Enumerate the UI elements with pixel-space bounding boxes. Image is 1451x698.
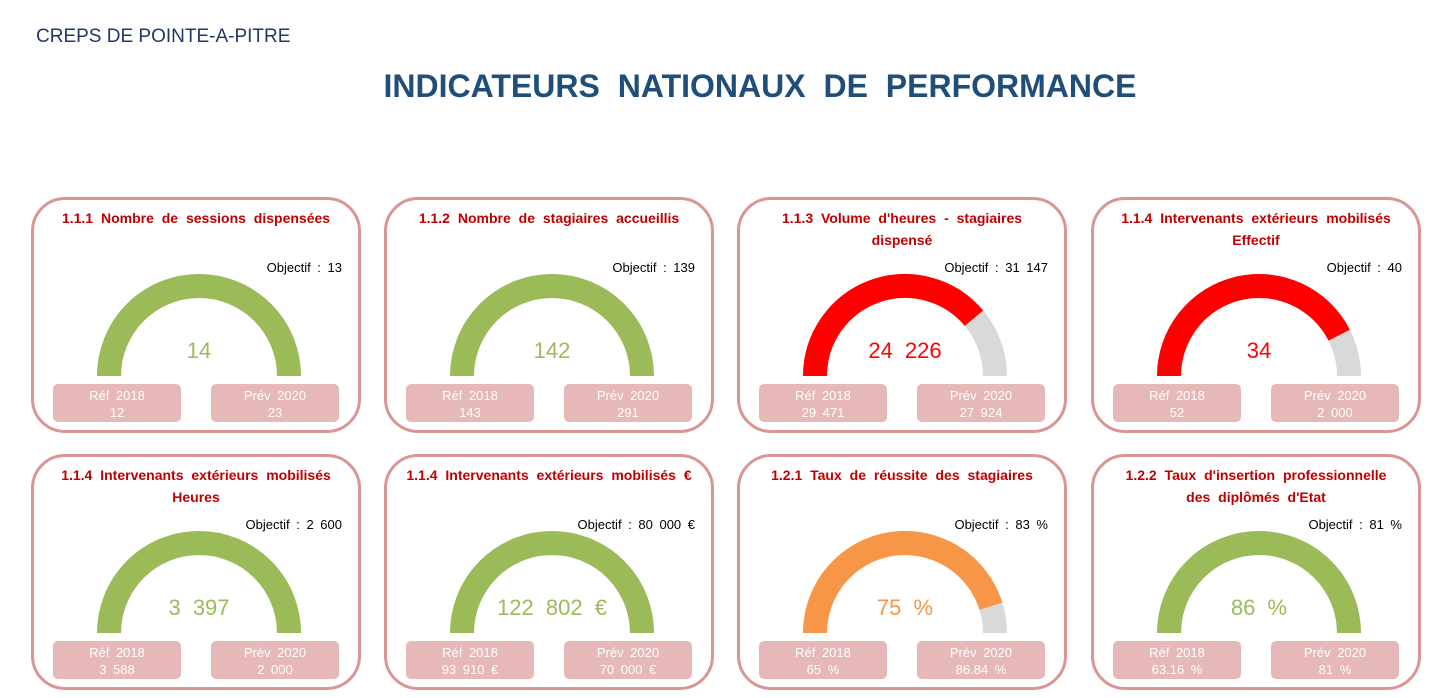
gauge-value: 75 % <box>876 595 934 620</box>
page-title: INDICATEURS NATIONAUX DE PERFORMANCE <box>383 68 1137 104</box>
ref-value: 12 <box>109 405 125 420</box>
ref-label: Réf 2018 <box>89 645 145 660</box>
objective-label: Objectif : 80 000 € <box>577 517 695 532</box>
prev-label: Prév 2020 <box>596 388 660 403</box>
indicator-card: 1.1.3 Volume d'heures - stagiaires dispe… <box>737 197 1067 433</box>
forecast-2020-box: Prév 2020 291 <box>564 384 692 422</box>
gauge-fill <box>97 531 301 634</box>
indicator-card: 1.1.2 Nombre de stagiaires accueillis Obj… <box>384 197 714 433</box>
reference-2018-box: Réf 2018 52 <box>1113 384 1241 422</box>
indicator-card: 1.2.2 Taux d'insertion professionnelle d… <box>1091 454 1421 690</box>
prev-label: Prév 2020 <box>596 645 660 660</box>
gauge-chart <box>97 274 301 377</box>
gauge-chart <box>97 531 301 634</box>
gauge-value: 24 226 <box>868 338 942 363</box>
objective-label: Objectif : 13 <box>266 260 342 275</box>
prev-value: 2 000 <box>257 662 293 677</box>
objective-label: Objectif : 31 147 <box>944 260 1048 275</box>
ref-label: Réf 2018 <box>89 388 145 403</box>
indicator-title: 1.1.4 Intervenants extérieurs mobilisés … <box>1121 210 1391 248</box>
ref-label: Réf 2018 <box>442 645 498 660</box>
gauge-fill <box>1157 274 1350 377</box>
objective-label: Objectif : 139 <box>612 260 695 275</box>
indicator-card: 1.1.1 Nombre de sessions dispensées Objec… <box>31 197 361 433</box>
indicator-title: 1.1.2 Nombre de stagiaires accueillis <box>418 210 680 226</box>
ref-label: Réf 2018 <box>795 645 851 660</box>
prev-value: 23 <box>267 405 283 420</box>
ref-label: Réf 2018 <box>442 388 498 403</box>
ref-value: 65 % <box>806 662 840 677</box>
objective-label: Objectif : 2 600 <box>245 517 342 532</box>
ref-value: 63.16 % <box>1151 662 1203 677</box>
ref-value: 3 588 <box>99 662 135 677</box>
prev-value: 291 <box>617 405 639 420</box>
indicator-card: 1.1.4 Intervenants extérieurs mobilisés … <box>1091 197 1421 433</box>
gauge-value: 122 802 € <box>497 595 607 620</box>
gauge-value: 34 <box>1246 338 1272 363</box>
forecast-2020-box: Prév 2020 81 % <box>1271 641 1399 679</box>
ref-label: Réf 2018 <box>1149 645 1205 660</box>
forecast-2020-box: Prév 2020 86.84 % <box>917 641 1045 679</box>
indicator-title: 1.1.4 Intervenants extérieurs mobilisés … <box>406 467 692 483</box>
reference-2018-box: Réf 2018 12 <box>53 384 181 422</box>
gauge-chart <box>803 531 1007 634</box>
prev-label: Prév 2020 <box>243 388 307 403</box>
reference-2018-box: Réf 2018 29 471 <box>759 384 887 422</box>
prev-value: 27 924 <box>959 405 1003 420</box>
prev-label: Prév 2020 <box>949 388 1013 403</box>
reference-2018-box: Réf 2018 143 <box>406 384 534 422</box>
gauge-fill <box>803 274 984 377</box>
objective-label: Objectif : 81 % <box>1308 517 1402 532</box>
indicator-title: 1.1.4 Intervenants extérieurs mobilisés … <box>61 467 331 505</box>
forecast-2020-box: Prév 2020 2 000 <box>1271 384 1399 422</box>
prev-value: 86.84 % <box>955 662 1007 677</box>
gauge-chart <box>803 274 1007 377</box>
gauge-value: 3 397 <box>168 595 230 620</box>
indicator-title: 1.2.2 Taux d'insertion professionnelle d… <box>1125 467 1387 505</box>
prev-label: Prév 2020 <box>1303 645 1367 660</box>
gauge-fill <box>97 274 301 377</box>
forecast-2020-box: Prév 2020 70 000 € <box>564 641 692 679</box>
gauge-chart <box>1157 531 1361 634</box>
prev-value: 70 000 € <box>599 662 657 677</box>
reference-2018-box: Réf 2018 65 % <box>759 641 887 679</box>
prev-value: 2 000 <box>1317 405 1353 420</box>
indicator-card: 1.1.4 Intervenants extérieurs mobilisés … <box>384 454 714 690</box>
objective-label: Objectif : 83 % <box>954 517 1048 532</box>
gauge-fill <box>1157 531 1361 634</box>
forecast-2020-box: Prév 2020 23 <box>211 384 339 422</box>
reference-2018-box: Réf 2018 93 910 € <box>406 641 534 679</box>
reference-2018-box: Réf 2018 63.16 % <box>1113 641 1241 679</box>
ref-value: 143 <box>459 405 481 420</box>
ref-value: 29 471 <box>801 405 845 420</box>
indicator-title: 1.1.3 Volume d'heures - stagiaires dispe… <box>781 210 1023 248</box>
organization-name: CREPS DE POINTE-A-PITRE <box>36 26 291 47</box>
gauge-fill <box>450 531 654 634</box>
gauge-fill <box>803 531 1003 634</box>
prev-label: Prév 2020 <box>243 645 307 660</box>
prev-label: Prév 2020 <box>1303 388 1367 403</box>
gauge-value: 86 % <box>1230 595 1288 620</box>
prev-label: Prév 2020 <box>949 645 1013 660</box>
ref-label: Réf 2018 <box>1149 388 1205 403</box>
forecast-2020-box: Prév 2020 2 000 <box>211 641 339 679</box>
gauge-chart <box>450 531 654 634</box>
gauge-value: 142 <box>533 338 571 363</box>
indicator-card: 1.1.4 Intervenants extérieurs mobilisés … <box>31 454 361 690</box>
gauge-value: 14 <box>186 338 212 363</box>
ref-label: Réf 2018 <box>795 388 851 403</box>
indicator-title: 1.2.1 Taux de réussite des stagiaires <box>771 467 1033 483</box>
ref-value: 93 910 € <box>441 662 499 677</box>
indicator-card: 1.2.1 Taux de réussite des stagiaires Obj… <box>737 454 1067 690</box>
gauge-fill <box>450 274 654 377</box>
forecast-2020-box: Prév 2020 27 924 <box>917 384 1045 422</box>
reference-2018-box: Réf 2018 3 588 <box>53 641 181 679</box>
gauge-chart <box>450 274 654 377</box>
gauge-chart <box>1157 274 1361 377</box>
ref-value: 52 <box>1169 405 1185 420</box>
indicator-title: 1.1.1 Nombre de sessions dispensées <box>61 210 331 226</box>
objective-label: Objectif : 40 <box>1326 260 1402 275</box>
prev-value: 81 % <box>1318 662 1352 677</box>
